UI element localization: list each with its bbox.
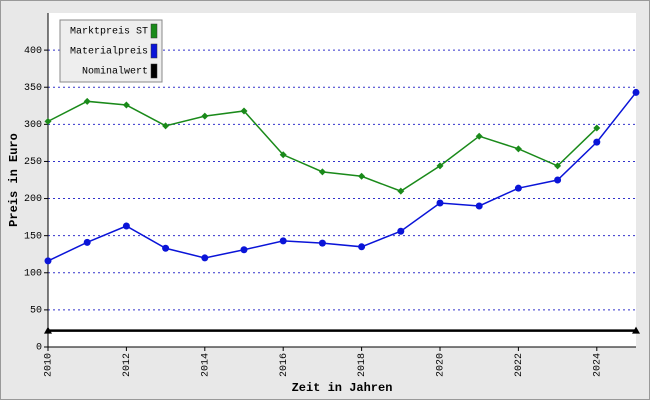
y-tick-label: 300 [24, 120, 42, 131]
point [162, 122, 170, 130]
x-tick-label: 2020 [436, 353, 447, 377]
x-tick-label: 2018 [357, 353, 368, 377]
point [514, 145, 522, 153]
point [318, 239, 326, 247]
point [632, 88, 640, 96]
point [279, 151, 287, 159]
series-line [47, 91, 637, 262]
point [475, 132, 483, 140]
legend-label: Nominalwert [82, 66, 148, 78]
legend-label: Materialpreis [70, 46, 148, 58]
point [436, 199, 444, 207]
legend-box [59, 19, 163, 83]
legend-swatch [150, 63, 158, 79]
legend-swatch [150, 23, 158, 39]
legend-swatch [150, 43, 158, 59]
point [475, 202, 483, 210]
y-tick-label: 250 [24, 157, 42, 168]
x-axis-title: Zeit in Jahren [292, 381, 393, 395]
point [122, 222, 130, 230]
x-tick-label: 2022 [514, 353, 525, 377]
y-tick-label: 200 [24, 194, 42, 205]
x-tick-label: 2012 [122, 353, 133, 377]
legend: Marktpreis ST Materialpreis Nominalwert [59, 19, 163, 83]
point [397, 187, 405, 195]
y-tick-label: 100 [24, 268, 42, 279]
point [318, 168, 326, 176]
y-tick-label: 0 [36, 343, 42, 354]
point [358, 172, 366, 180]
point [44, 257, 52, 265]
point [436, 162, 444, 170]
point [44, 326, 52, 334]
point [279, 237, 287, 245]
point [240, 246, 248, 254]
y-tick-label: 400 [24, 46, 42, 57]
x-tick-label: 2016 [279, 353, 290, 377]
legend-label: Marktpreis ST [70, 26, 148, 38]
point [593, 138, 601, 146]
point [44, 117, 52, 125]
point [554, 162, 562, 170]
point [514, 184, 522, 192]
point [593, 124, 601, 132]
y-tick-label: 50 [30, 306, 42, 317]
point [397, 227, 405, 235]
y-axis-title: Preis in Euro [7, 133, 21, 227]
point [554, 176, 562, 184]
point [122, 101, 130, 109]
y-tick-label: 150 [24, 231, 42, 242]
point [201, 112, 209, 120]
point [632, 326, 640, 334]
y-tick-label: 350 [24, 83, 42, 94]
point [358, 243, 366, 251]
x-tick-label: 2014 [200, 353, 211, 377]
point [83, 97, 91, 105]
x-tick-label: 2024 [592, 353, 603, 377]
point [240, 107, 248, 115]
point [83, 238, 91, 246]
x-tick-label: 2010 [44, 353, 55, 377]
point [162, 244, 170, 252]
point [201, 254, 209, 262]
